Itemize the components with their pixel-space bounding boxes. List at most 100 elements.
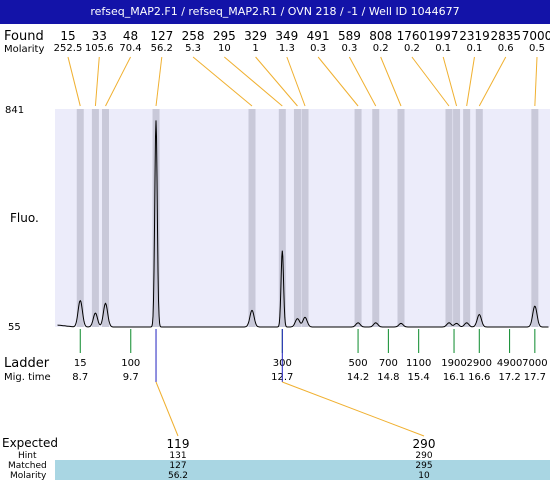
found-value: 2835	[490, 29, 521, 43]
molarity-value: 105.6	[85, 43, 114, 54]
expected-connectors	[155, 329, 425, 437]
ladder-time: 16.6	[468, 372, 490, 383]
peak-connector	[348, 56, 377, 107]
molarity-value: 1.3	[279, 43, 295, 54]
trace-line	[57, 120, 549, 328]
molarity-row-bg	[55, 470, 550, 480]
peak-band	[354, 109, 362, 327]
molarity-value: 10	[218, 43, 231, 54]
peak-connectors	[67, 56, 538, 107]
peak-connector	[255, 56, 298, 107]
found-value: 349	[275, 29, 298, 43]
hint-label: Hint	[18, 451, 37, 461]
ladder-size: 100	[121, 358, 140, 369]
molarity-value: 56.2	[151, 43, 173, 54]
molarity-value: 252.5	[54, 43, 83, 54]
peak-connector	[105, 56, 131, 107]
ladder-row: 158.71009.730012.750014.270014.8110015.4…	[72, 329, 548, 383]
found-value: 2319	[459, 29, 490, 43]
found-value: 329	[244, 29, 267, 43]
ladder-size: 1900	[441, 358, 466, 369]
found-value: 589	[338, 29, 361, 43]
molarity-value: 70.4	[119, 43, 141, 54]
peak-connector	[94, 56, 100, 107]
molarity-bottom-value: 56.2	[168, 471, 188, 480]
peak-band	[475, 109, 483, 327]
peak-bands	[76, 109, 539, 327]
found-value: 295	[213, 29, 236, 43]
hint-value: 131	[169, 451, 186, 461]
matched-label: Matched	[8, 461, 47, 471]
molarity-value: 0.3	[310, 43, 326, 54]
peak-connector	[224, 56, 283, 107]
matched-value: 295	[415, 461, 432, 471]
ladder-size: 15	[74, 358, 87, 369]
peak-connector	[411, 56, 450, 107]
found-value: 15	[60, 29, 75, 43]
ladder-time: 16.1	[443, 372, 465, 383]
ladder-size: 7000	[522, 358, 547, 369]
molarity-value: 0.3	[341, 43, 357, 54]
matched-row-bg	[55, 460, 550, 470]
ladder-time: 17.2	[498, 372, 520, 383]
peak-band	[397, 109, 405, 327]
ladder-size: 2900	[467, 358, 492, 369]
peak-band	[76, 109, 84, 327]
matched-value: 127	[169, 461, 186, 471]
hint-value: 290	[415, 451, 432, 461]
peak-band	[278, 109, 286, 327]
electropherogram-chart: Found Molarity 841 55 Fluo. 15252.533105…	[2, 29, 550, 480]
molarity-value: 0.1	[467, 43, 483, 54]
ladder-time: 9.7	[123, 372, 139, 383]
peak-band	[463, 109, 471, 327]
found-value: 127	[150, 29, 173, 43]
peak-connector	[192, 56, 253, 107]
found-value: 258	[182, 29, 205, 43]
found-value: 1760	[397, 29, 428, 43]
peak-band	[453, 109, 461, 327]
ladder-size: 4900	[497, 358, 522, 369]
molarity-value: 0.1	[435, 43, 451, 54]
ladder-label: Ladder	[4, 356, 50, 371]
migtime-label: Mig. time	[4, 372, 51, 383]
expected-connector	[282, 381, 425, 437]
expected-value: 119	[167, 437, 190, 451]
peak-connector	[442, 56, 458, 107]
ladder-size: 700	[379, 358, 398, 369]
peak-connector	[478, 56, 507, 107]
ladder-time: 8.7	[72, 372, 88, 383]
chart-title: refseq_MAP2.F1 / refseq_MAP2.R1 / OVN 21…	[0, 0, 550, 24]
molarity-value: 0.2	[404, 43, 420, 54]
found-value: 48	[123, 29, 138, 43]
peak-band	[102, 109, 110, 327]
molarity-value: 0.6	[498, 43, 514, 54]
molarity-value: 5.3	[185, 43, 201, 54]
peak-connector	[67, 56, 81, 107]
expected-connector	[155, 381, 179, 437]
y-tick-top: 841	[5, 105, 24, 116]
ladder-time: 15.4	[408, 372, 430, 383]
peak-band	[293, 109, 301, 327]
peak-band	[91, 109, 99, 327]
peak-band	[531, 109, 539, 327]
found-label: Found	[4, 29, 44, 44]
peak-band	[248, 109, 256, 327]
molarity-value: 1	[252, 43, 258, 54]
y-tick-bottom: 55	[8, 322, 21, 333]
found-value: 7000	[522, 29, 550, 43]
peak-connector	[534, 56, 538, 107]
fluo-label: Fluo.	[10, 211, 39, 225]
peak-connector	[466, 56, 475, 107]
expected-label: Expected	[2, 436, 58, 450]
peak-connector	[155, 56, 163, 107]
ladder-time: 17.7	[524, 372, 546, 383]
found-value: 491	[307, 29, 330, 43]
found-value: 1997	[428, 29, 459, 43]
molarity-value: 0.2	[373, 43, 389, 54]
molarity-label: Molarity	[4, 44, 44, 55]
ladder-time: 14.8	[377, 372, 399, 383]
peak-band	[301, 109, 309, 327]
found-value: 33	[92, 29, 107, 43]
